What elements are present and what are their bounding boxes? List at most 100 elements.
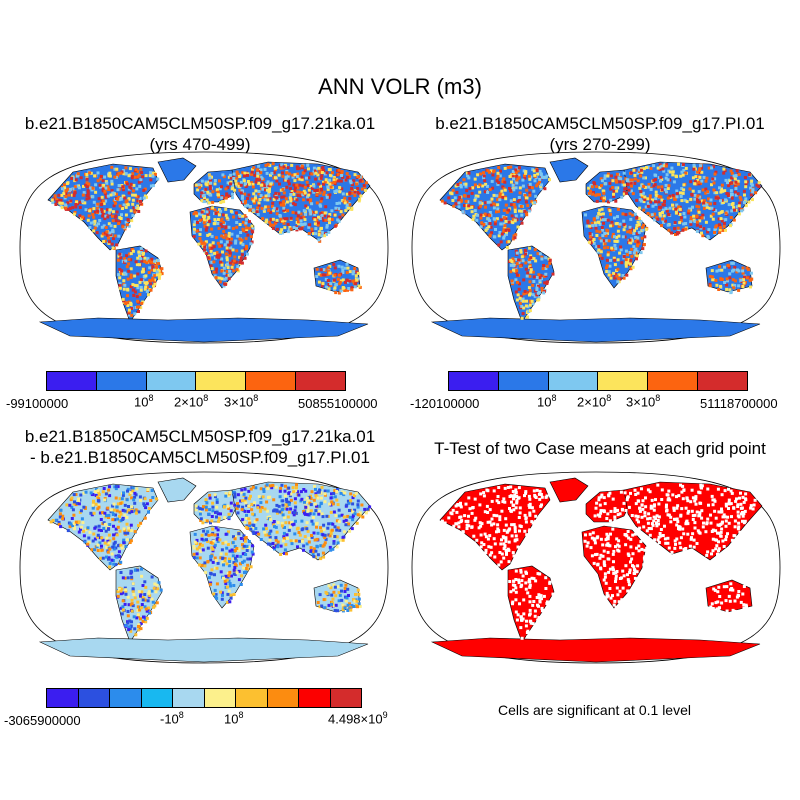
grid-cell <box>454 184 458 188</box>
grid-cell <box>483 532 487 536</box>
grid-cell <box>134 511 138 515</box>
grid-cell <box>127 224 131 228</box>
grid-cell <box>616 513 620 517</box>
grid-cell <box>147 606 151 610</box>
grid-cell <box>459 183 462 187</box>
grid-cell <box>244 496 248 500</box>
grid-cell <box>594 506 598 510</box>
grid-cell <box>211 541 215 545</box>
grid-cell <box>454 522 458 526</box>
grid-cell <box>131 193 135 197</box>
grid-cell <box>658 167 662 171</box>
grid-cell <box>139 200 142 203</box>
grid-cell <box>724 228 727 232</box>
grid-cell <box>321 544 325 548</box>
grid-cell <box>285 200 289 204</box>
grid-cell <box>315 504 318 508</box>
grid-cell <box>615 537 619 541</box>
grid-cell <box>337 508 341 512</box>
grid-cell <box>539 493 543 496</box>
grid-cell <box>255 177 259 181</box>
grid-cell <box>237 548 241 552</box>
grid-cell <box>600 216 604 220</box>
grid-cell <box>333 286 337 290</box>
grid-cell <box>199 519 203 522</box>
grid-cell <box>603 246 606 250</box>
grid-cell <box>208 187 212 191</box>
grid-cell <box>481 184 485 188</box>
grid-cell <box>277 173 281 177</box>
grid-cell <box>282 535 286 539</box>
grid-cell <box>505 552 508 556</box>
grid-cell <box>699 164 702 168</box>
grid-cell <box>136 299 140 303</box>
grid-cell <box>124 205 128 209</box>
grid-cell <box>456 503 460 506</box>
grid-cell <box>142 502 146 506</box>
grid-cell <box>517 258 521 262</box>
grid-cell <box>126 621 130 625</box>
grid-cell <box>524 291 528 295</box>
grid-cell <box>614 574 618 578</box>
grid-cell <box>306 513 310 517</box>
grid-cell <box>611 594 614 598</box>
grid-cell <box>146 599 150 603</box>
grid-cell <box>314 210 318 214</box>
grid-cell <box>660 185 664 189</box>
grid-cell <box>209 558 213 562</box>
grid-cell <box>334 190 338 194</box>
grid-cell <box>227 240 231 244</box>
grid-cell <box>516 293 520 297</box>
grid-cell <box>312 555 316 559</box>
grid-cell <box>212 245 216 249</box>
grid-cell <box>256 213 260 216</box>
grid-cell <box>119 519 123 523</box>
grid-cell <box>518 264 522 268</box>
grid-cell <box>296 545 299 549</box>
grid-cell <box>734 174 738 178</box>
grid-cell <box>347 287 351 290</box>
grid-cell <box>728 272 732 276</box>
grid-cell <box>219 222 223 226</box>
grid-cell <box>97 499 101 503</box>
grid-cell <box>101 490 105 494</box>
grid-cell <box>286 174 290 178</box>
grid-cell <box>151 174 155 178</box>
grid-cell <box>298 533 302 537</box>
grid-cell <box>328 545 332 549</box>
grid-cell <box>679 513 683 517</box>
grid-cell <box>716 531 719 535</box>
grid-cell <box>100 210 104 213</box>
grid-cell <box>215 582 219 586</box>
grid-cell <box>738 195 742 199</box>
grid-cell <box>495 194 499 198</box>
grid-cell <box>714 279 718 282</box>
grid-cell <box>111 230 115 233</box>
grid-cell <box>509 258 513 262</box>
grid-cell <box>614 247 618 251</box>
grid-cell <box>599 553 603 557</box>
grid-cell <box>528 505 532 509</box>
grid-cell <box>347 594 350 597</box>
grid-cell <box>279 511 283 515</box>
grid-cell <box>699 225 703 229</box>
grid-cell <box>275 196 279 200</box>
grid-cell <box>639 174 643 178</box>
grid-cell <box>323 214 327 218</box>
grid-cell <box>456 183 460 186</box>
grid-cell <box>339 583 343 587</box>
grid-cell <box>143 580 147 584</box>
grid-cell <box>242 566 246 570</box>
grid-cell <box>227 579 231 583</box>
grid-cell <box>519 626 523 630</box>
grid-cell <box>218 187 222 191</box>
grid-cell <box>336 503 340 507</box>
grid-cell <box>151 265 155 269</box>
grid-cell <box>280 521 284 525</box>
grid-cell <box>618 180 622 184</box>
grid-cell <box>623 183 626 187</box>
grid-cell <box>85 181 89 185</box>
grid-cell <box>245 549 249 552</box>
grid-cell <box>753 498 757 502</box>
grid-cell <box>356 190 360 194</box>
